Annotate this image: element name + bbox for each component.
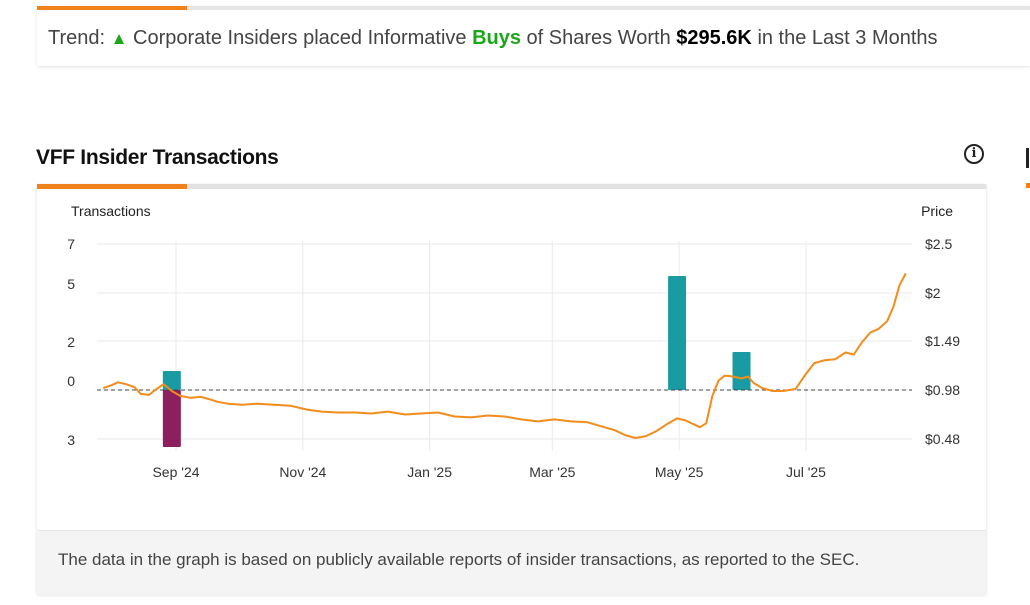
next-card-edge xyxy=(1026,148,1029,168)
left-tick-label: 5 xyxy=(67,276,75,292)
trend-text-1: Corporate Insiders placed Informative xyxy=(133,27,467,49)
trend-text-3: in the Last 3 Months xyxy=(757,27,938,49)
up-arrow-icon: ▲ xyxy=(110,29,128,48)
x-tick-label: Jul '25 xyxy=(786,464,826,480)
trend-buys: Buys xyxy=(472,27,521,49)
insider-transactions-chart: Transactions Price $2.5 $2 $1.49 $0.98 $0.48… xyxy=(67,203,960,480)
x-tick-label: Jan '25 xyxy=(407,464,452,480)
sell-transaction-bar xyxy=(162,390,181,447)
left-tick-label: 7 xyxy=(67,236,75,252)
x-tick-label: Nov '24 xyxy=(279,464,326,480)
right-tick-label: $0.48 xyxy=(925,431,960,447)
right-tick-label: $0.98 xyxy=(925,382,960,398)
buy-transaction-bar xyxy=(162,371,181,390)
buy-transaction-bar xyxy=(732,352,751,390)
insider-chart-card: Transactions Price $2.5 $2 $1.49 $0.98 $0.48… xyxy=(37,184,986,595)
x-tick-label: May '25 xyxy=(655,464,704,480)
trend-prefix: Trend: xyxy=(48,27,106,49)
footer-text: The data in the graph is based on public… xyxy=(58,550,860,569)
trend-text: Trend: ▲ Corporate Insiders placed Infor… xyxy=(48,27,938,50)
buy-transaction-bar xyxy=(668,276,687,390)
left-axis-title: Transactions xyxy=(71,203,151,219)
trend-banner: Trend: ▲ Corporate Insiders placed Infor… xyxy=(37,6,1030,66)
right-tick-label: $1.49 xyxy=(925,333,960,349)
left-tick-label: 2 xyxy=(67,334,75,350)
info-icon[interactable]: i xyxy=(964,144,984,164)
trend-accent-bar xyxy=(37,6,187,10)
trend-text-2: of Shares Worth xyxy=(526,27,671,49)
trend-worth: $295.6K xyxy=(676,27,752,49)
left-tick-label: 0 xyxy=(67,373,75,389)
left-tick-label: 3 xyxy=(67,432,75,448)
section-title: VFF Insider Transactions xyxy=(36,146,279,169)
x-tick-label: Sep '24 xyxy=(152,464,199,480)
price-line xyxy=(102,272,907,439)
chart-footer: The data in the graph is based on public… xyxy=(37,530,986,595)
right-tick-label: $2 xyxy=(925,285,941,301)
chart-accent-bar xyxy=(37,184,187,189)
x-tick-label: Mar '25 xyxy=(529,464,575,480)
next-card-accent xyxy=(1026,183,1030,188)
right-axis-title: Price xyxy=(921,203,953,219)
right-tick-label: $2.5 xyxy=(925,236,952,252)
